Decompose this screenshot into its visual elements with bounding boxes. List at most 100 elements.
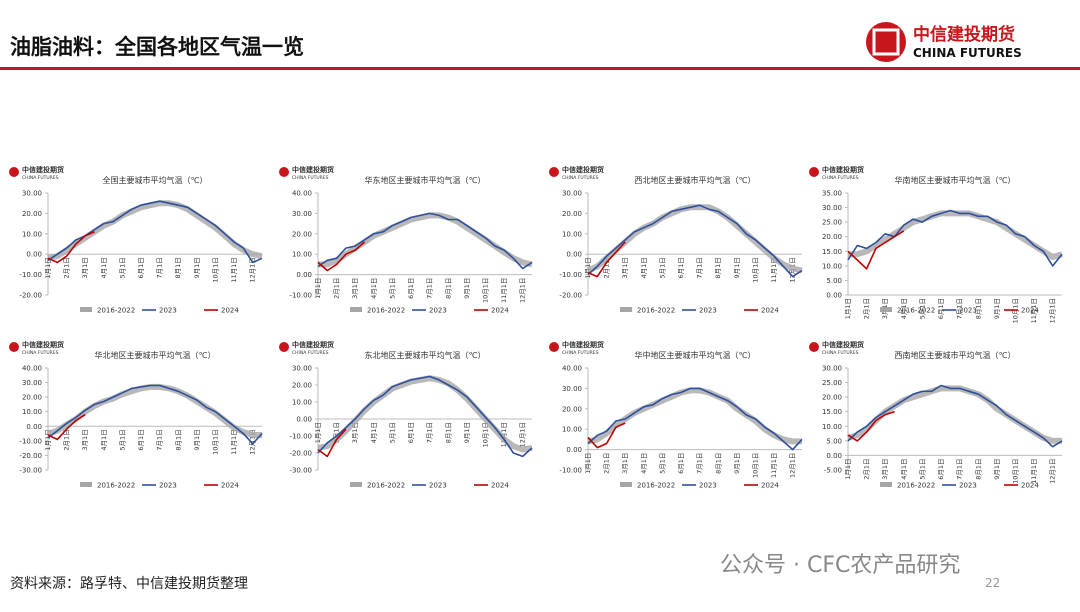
mini-logo-mark xyxy=(279,342,289,352)
x-tick-label: 6月1日 xyxy=(407,278,415,299)
x-tick-label: 12月1日 xyxy=(519,422,527,447)
series-line xyxy=(317,212,533,270)
y-tick-label: 0.00 xyxy=(26,423,42,431)
mini-logo-en: CHINA FUTURES xyxy=(822,350,859,356)
y-tick-label: 20.00 xyxy=(22,394,42,402)
y-tick-label: -20.00 xyxy=(19,292,42,300)
y-tick-label: -10.00 xyxy=(289,433,312,441)
band-line xyxy=(47,383,262,438)
mini-logo-name: 中信建投期货 xyxy=(822,165,864,174)
y-tick-label: -30.00 xyxy=(19,467,42,475)
mini-logo-name: 中信建投期货 xyxy=(562,165,604,174)
legend-label: 2016-2022 xyxy=(637,307,675,315)
y-tick-label: -10.00 xyxy=(559,467,582,475)
y-tick-label: 30.00 xyxy=(292,365,312,373)
mini-logo-mark xyxy=(279,167,289,177)
x-tick-label: 6月1日 xyxy=(937,458,945,479)
mini-logo-mark xyxy=(549,342,559,352)
y-tick-label: 20.00 xyxy=(22,210,42,218)
mini-logo-name: 中信建投期货 xyxy=(292,340,334,349)
x-tick-label: 8月1日 xyxy=(714,453,722,474)
x-tick-label: 5月1日 xyxy=(658,257,666,278)
x-tick-label: 6月1日 xyxy=(937,298,945,319)
y-tick-label: 20.00 xyxy=(822,394,842,402)
legend-label: 2023 xyxy=(959,307,977,315)
x-tick-label: 5月1日 xyxy=(918,458,926,479)
mini-logo-name: 中信建投期货 xyxy=(292,165,334,174)
chart-title: 西北地区主要城市平均气温（℃） xyxy=(635,175,756,185)
series-line xyxy=(847,209,1063,267)
x-tick-label: 9月1日 xyxy=(193,257,201,278)
legend-label: 2016-2022 xyxy=(97,307,135,315)
x-tick-label: 7月1日 xyxy=(956,458,964,479)
legend-label: 2024 xyxy=(761,307,779,315)
series-line xyxy=(317,428,347,458)
x-tick-label: 11月1日 xyxy=(770,453,778,478)
y-tick-label: 15.00 xyxy=(822,248,842,256)
y-tick-label: 30.00 xyxy=(292,210,312,218)
y-tick-label: 30.00 xyxy=(22,379,42,387)
x-tick-label: 1月1日 xyxy=(314,278,322,299)
y-tick-label: 20.00 xyxy=(822,233,842,241)
x-tick-label: 10月1日 xyxy=(751,257,759,282)
mini-logo-mark xyxy=(9,167,19,177)
y-tick-label: 40.00 xyxy=(292,190,312,198)
x-tick-label: 2月1日 xyxy=(863,298,871,319)
chart-title: 华东地区主要城市平均气温（℃） xyxy=(365,175,486,185)
y-tick-label: -5.00 xyxy=(824,467,842,475)
chart-title: 华北地区主要城市平均气温（℃） xyxy=(95,350,216,360)
legend-label: 2016-2022 xyxy=(897,307,935,315)
x-tick-label: 2月1日 xyxy=(603,257,611,278)
chart-title: 全国主要城市平均气温（℃） xyxy=(103,175,208,185)
mini-logo-en: CHINA FUTURES xyxy=(22,175,59,181)
y-tick-label: 20.00 xyxy=(292,230,312,238)
x-tick-label: 2月1日 xyxy=(333,422,341,443)
mini-logo-en: CHINA FUTURES xyxy=(22,350,59,356)
legend-label: 2023 xyxy=(429,307,447,315)
x-tick-label: 5月1日 xyxy=(388,278,396,299)
y-tick-label: 25.00 xyxy=(822,379,842,387)
x-tick-label: 8月1日 xyxy=(974,298,982,319)
series-line xyxy=(587,204,803,278)
x-tick-label: 3月1日 xyxy=(621,257,629,278)
y-tick-label: 25.00 xyxy=(822,219,842,227)
x-tick-label: 11月1日 xyxy=(500,278,508,303)
legend-label: 2023 xyxy=(429,482,447,490)
legend-swatch xyxy=(880,482,892,487)
series-line xyxy=(47,200,263,264)
x-tick-label: 7月1日 xyxy=(696,257,704,278)
x-tick-label: 8月1日 xyxy=(174,429,182,450)
y-tick-label: 0.00 xyxy=(826,452,842,460)
x-tick-label: 7月1日 xyxy=(696,453,704,474)
mini-logo-mark xyxy=(549,167,559,177)
y-tick-label: 10.00 xyxy=(562,230,582,238)
x-tick-label: 1月1日 xyxy=(844,458,852,479)
x-tick-label: 5月1日 xyxy=(918,298,926,319)
legend-label: 2016-2022 xyxy=(97,482,135,490)
mini-logo-en: CHINA FUTURES xyxy=(822,175,859,181)
mini-logo-en: CHINA FUTURES xyxy=(292,175,329,181)
y-tick-label: 30.00 xyxy=(562,385,582,393)
x-tick-label: 8月1日 xyxy=(444,422,452,443)
chart-title: 华中地区主要城市平均气温（℃） xyxy=(635,350,756,360)
series-line xyxy=(47,413,86,441)
x-tick-label: 4月1日 xyxy=(900,298,908,319)
y-tick-label: 35.00 xyxy=(822,190,842,198)
band-line xyxy=(587,387,802,445)
x-tick-label: 2月1日 xyxy=(63,257,71,278)
x-tick-label: 10月1日 xyxy=(211,257,219,282)
y-tick-label: 10.00 xyxy=(292,251,312,259)
watermark: 公众号 · CFC农产品研究 xyxy=(720,553,960,578)
legend-swatch xyxy=(620,482,632,487)
series-line xyxy=(317,375,533,458)
y-tick-label: 40.00 xyxy=(562,365,582,373)
mini-logo-name: 中信建投期货 xyxy=(822,340,864,349)
source-note: 资料来源：路孚特、中信建投期货整理 xyxy=(10,575,248,592)
mini-logo-en: CHINA FUTURES xyxy=(562,350,599,356)
x-tick-label: 12月1日 xyxy=(249,429,257,454)
series-line xyxy=(317,241,366,272)
y-tick-label: -10.00 xyxy=(19,271,42,279)
x-tick-label: 3月1日 xyxy=(81,257,89,278)
